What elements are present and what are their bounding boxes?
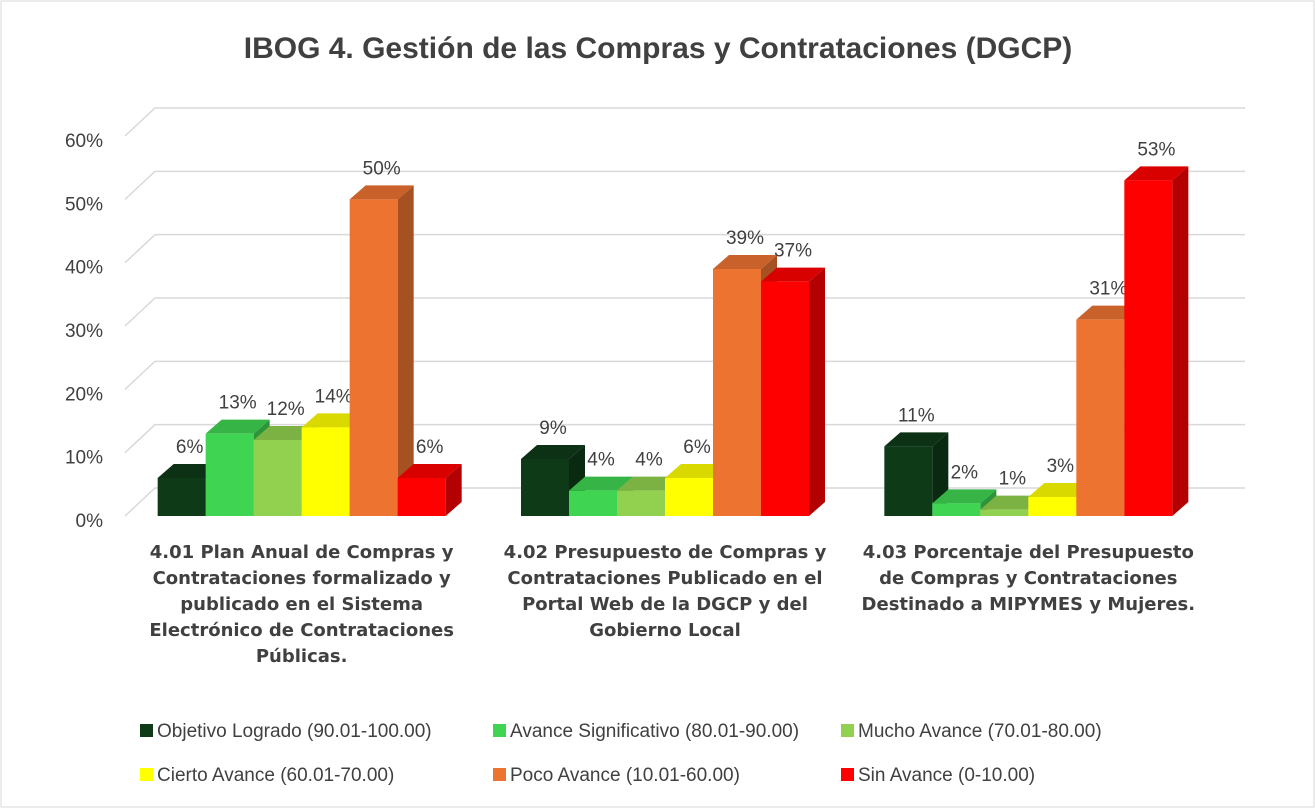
bar-top	[569, 476, 633, 491]
y-tick-label: 50%	[65, 194, 103, 215]
data-label: 53%	[1137, 139, 1175, 160]
bar	[713, 269, 761, 516]
bar-top	[884, 432, 949, 447]
legend-swatch	[140, 768, 153, 781]
bar	[932, 503, 981, 516]
chart-title: IBOG 4. Gestión de las Compras y Contrat…	[244, 32, 1073, 65]
bar-side	[445, 464, 462, 516]
legend-swatch	[493, 768, 506, 781]
data-label: 4%	[635, 450, 663, 471]
x-tick-label: 4.03 Porcentaje del Presupuesto de Compr…	[861, 542, 1196, 615]
data-label: 6%	[176, 437, 204, 458]
y-tick-label: 10%	[65, 448, 103, 469]
data-label: 12%	[267, 399, 305, 420]
bar	[301, 427, 350, 516]
bar-top	[1124, 166, 1189, 181]
legend-swatch	[841, 724, 854, 737]
data-label: 3%	[1047, 456, 1075, 477]
grid-line	[124, 170, 1245, 200]
bar	[521, 459, 569, 516]
grid-line	[124, 107, 1245, 137]
bar-top	[761, 267, 825, 282]
legend-label: Avance Significativo (80.01-90.00)	[510, 721, 799, 742]
y-tick-label: 0%	[76, 511, 104, 532]
legend-swatch	[493, 724, 506, 737]
y-tick-label: 40%	[65, 258, 103, 279]
bar-top	[980, 495, 1045, 510]
bar-side	[397, 185, 414, 517]
legend-label: Sin Avance (0-10.00)	[858, 765, 1035, 786]
legend-label: Mucho Avance (70.01-80.00)	[858, 721, 1102, 742]
bar	[397, 478, 446, 516]
bar	[980, 509, 1029, 516]
grid-line	[124, 297, 1245, 327]
data-label: 31%	[1089, 279, 1127, 300]
data-label: 11%	[898, 405, 935, 426]
bar-top	[713, 255, 777, 269]
x-tick-label-box: 4.03 Porcentaje del Presupuesto de Compr…	[861, 542, 1196, 615]
data-label: 9%	[539, 418, 567, 439]
bar	[1124, 180, 1173, 517]
x-tick-label: 4.02 Presupuesto de Compras y Contrataci…	[503, 542, 827, 641]
bar	[884, 446, 933, 516]
legend-swatch	[841, 768, 854, 781]
legend-swatch	[140, 724, 153, 737]
bar	[569, 490, 617, 516]
data-label: 6%	[683, 437, 711, 458]
legend-label: Objetivo Logrado (90.01-100.00)	[157, 721, 432, 742]
bar	[617, 490, 665, 516]
x-tick-label-box: 4.02 Presupuesto de Compras y Contrataci…	[503, 542, 827, 641]
data-label: 2%	[951, 462, 979, 483]
bar	[665, 478, 713, 516]
legend-label: Poco Avance (10.01-60.00)	[510, 765, 740, 786]
grid-line	[124, 423, 1245, 454]
bar-top	[521, 445, 585, 459]
grid-line	[124, 487, 1245, 517]
bar-side	[809, 267, 825, 516]
x-tick-label: 4.01 Plan Anual de Compras y Contratacio…	[149, 542, 454, 667]
bar-top	[932, 489, 997, 504]
bar	[1028, 497, 1077, 516]
bar-top	[205, 419, 270, 434]
bar	[253, 440, 302, 516]
bar	[1076, 319, 1125, 516]
x-tick-label-box: 4.01 Plan Anual de Compras y Contratacio…	[149, 542, 454, 667]
data-label: 39%	[726, 228, 764, 249]
y-tick-label: 60%	[65, 131, 103, 152]
data-label: 37%	[774, 241, 812, 262]
data-label: 50%	[363, 158, 401, 179]
grid-line	[124, 360, 1245, 390]
data-label: 14%	[315, 386, 353, 407]
bar-top	[397, 464, 462, 478]
bar-top	[349, 185, 414, 200]
bar	[205, 433, 254, 516]
legend-label: Cierto Avance (60.01-70.00)	[157, 765, 394, 786]
grid-line	[124, 233, 1245, 264]
bar	[761, 281, 809, 516]
data-label: 6%	[416, 437, 444, 458]
data-label: 1%	[999, 469, 1027, 490]
bar	[157, 478, 206, 516]
bar	[349, 199, 398, 517]
data-label: 13%	[219, 393, 257, 414]
y-tick-label: 30%	[65, 321, 103, 342]
data-label: 4%	[587, 450, 615, 471]
bar-side	[1172, 166, 1189, 517]
y-tick-label: 20%	[65, 384, 103, 405]
